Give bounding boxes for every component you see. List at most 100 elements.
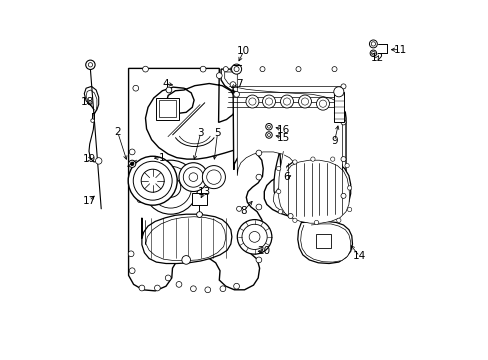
- Text: 9: 9: [330, 136, 337, 146]
- Circle shape: [230, 67, 235, 72]
- Circle shape: [256, 150, 261, 156]
- Text: 12: 12: [369, 53, 383, 63]
- Circle shape: [295, 67, 301, 72]
- Circle shape: [256, 204, 261, 210]
- Circle shape: [245, 95, 258, 108]
- Circle shape: [142, 66, 148, 72]
- Circle shape: [340, 157, 346, 162]
- Polygon shape: [278, 151, 349, 223]
- Circle shape: [179, 163, 207, 192]
- Polygon shape: [221, 69, 346, 220]
- Circle shape: [160, 177, 181, 197]
- Text: 10: 10: [237, 46, 250, 56]
- Bar: [192, 193, 206, 205]
- Polygon shape: [142, 214, 231, 264]
- Circle shape: [267, 125, 270, 128]
- Circle shape: [256, 174, 261, 180]
- Circle shape: [129, 268, 135, 274]
- Circle shape: [347, 207, 351, 212]
- Circle shape: [128, 251, 134, 257]
- Text: 1: 1: [158, 153, 164, 163]
- Circle shape: [292, 218, 296, 222]
- Circle shape: [331, 67, 336, 72]
- Text: 8: 8: [240, 206, 246, 216]
- Circle shape: [256, 257, 261, 263]
- Polygon shape: [145, 217, 225, 261]
- Circle shape: [370, 42, 375, 46]
- Circle shape: [340, 84, 346, 89]
- Circle shape: [133, 161, 172, 200]
- Circle shape: [223, 67, 228, 72]
- Text: 18: 18: [81, 96, 94, 107]
- Circle shape: [233, 91, 239, 97]
- Text: 7: 7: [235, 78, 242, 89]
- Circle shape: [283, 98, 290, 105]
- Circle shape: [128, 160, 136, 167]
- Circle shape: [330, 157, 334, 161]
- Text: 15: 15: [276, 132, 289, 143]
- Circle shape: [292, 160, 296, 164]
- Circle shape: [265, 132, 272, 138]
- Circle shape: [176, 282, 182, 287]
- Circle shape: [196, 212, 202, 217]
- Circle shape: [230, 82, 235, 87]
- Circle shape: [216, 73, 222, 78]
- Circle shape: [242, 224, 266, 249]
- Circle shape: [310, 157, 314, 161]
- Circle shape: [249, 231, 260, 242]
- Circle shape: [154, 285, 160, 291]
- Circle shape: [143, 160, 197, 214]
- Text: 4: 4: [162, 78, 168, 89]
- Circle shape: [137, 197, 142, 203]
- Polygon shape: [128, 68, 263, 291]
- Circle shape: [287, 213, 292, 219]
- Circle shape: [97, 159, 101, 163]
- Circle shape: [91, 119, 94, 122]
- Text: 2: 2: [114, 127, 121, 138]
- Text: 20: 20: [257, 246, 270, 256]
- Circle shape: [248, 98, 256, 105]
- Circle shape: [141, 169, 164, 192]
- Circle shape: [206, 170, 221, 184]
- Circle shape: [265, 98, 272, 105]
- Bar: [333, 92, 343, 122]
- Circle shape: [236, 206, 241, 211]
- Circle shape: [202, 166, 225, 189]
- Circle shape: [371, 51, 374, 55]
- Polygon shape: [156, 98, 179, 120]
- Circle shape: [267, 134, 270, 136]
- Circle shape: [237, 220, 271, 254]
- Circle shape: [336, 218, 340, 222]
- Circle shape: [347, 186, 351, 190]
- Circle shape: [149, 166, 191, 208]
- Text: 13: 13: [197, 186, 210, 197]
- Circle shape: [298, 95, 311, 108]
- Circle shape: [314, 220, 318, 225]
- Text: 16: 16: [276, 125, 289, 135]
- Text: 5: 5: [214, 128, 221, 138]
- Circle shape: [220, 286, 225, 292]
- Circle shape: [340, 120, 346, 125]
- Circle shape: [265, 123, 272, 130]
- Circle shape: [129, 149, 135, 155]
- Text: 14: 14: [352, 251, 366, 261]
- Circle shape: [85, 60, 95, 69]
- Circle shape: [166, 87, 171, 93]
- Circle shape: [165, 275, 171, 281]
- Circle shape: [128, 156, 177, 205]
- Circle shape: [182, 256, 190, 264]
- Circle shape: [262, 95, 275, 108]
- Text: 11: 11: [392, 45, 406, 55]
- Circle shape: [280, 95, 293, 108]
- Circle shape: [231, 64, 241, 74]
- Polygon shape: [297, 221, 352, 264]
- Circle shape: [204, 287, 210, 293]
- Bar: [316, 234, 330, 248]
- Circle shape: [278, 210, 282, 214]
- Polygon shape: [300, 224, 350, 262]
- Circle shape: [183, 167, 203, 187]
- Circle shape: [190, 286, 196, 292]
- Polygon shape: [159, 100, 176, 117]
- Circle shape: [256, 232, 261, 238]
- Circle shape: [200, 66, 205, 72]
